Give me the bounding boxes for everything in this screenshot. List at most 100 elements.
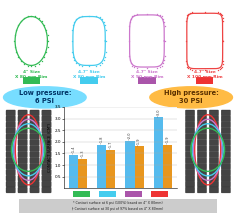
FancyBboxPatch shape (221, 163, 231, 169)
Text: ~3.0: ~3.0 (156, 108, 160, 117)
FancyBboxPatch shape (221, 122, 231, 128)
FancyBboxPatch shape (209, 187, 219, 193)
FancyBboxPatch shape (209, 175, 219, 181)
FancyBboxPatch shape (197, 128, 207, 134)
FancyBboxPatch shape (30, 181, 39, 187)
FancyBboxPatch shape (30, 116, 39, 122)
FancyBboxPatch shape (18, 187, 27, 193)
FancyBboxPatch shape (197, 116, 207, 122)
FancyBboxPatch shape (18, 146, 27, 152)
Bar (106, 150, 115, 188)
FancyBboxPatch shape (18, 158, 27, 163)
FancyBboxPatch shape (23, 77, 40, 84)
FancyBboxPatch shape (18, 116, 27, 122)
FancyBboxPatch shape (197, 146, 207, 152)
FancyBboxPatch shape (30, 146, 39, 152)
FancyBboxPatch shape (42, 187, 51, 193)
FancyBboxPatch shape (209, 169, 219, 175)
FancyBboxPatch shape (185, 134, 195, 140)
FancyBboxPatch shape (221, 181, 231, 187)
FancyBboxPatch shape (30, 110, 39, 116)
FancyBboxPatch shape (18, 169, 27, 175)
FancyBboxPatch shape (209, 122, 219, 128)
Bar (163, 145, 172, 188)
FancyBboxPatch shape (197, 181, 207, 187)
FancyBboxPatch shape (221, 187, 231, 193)
FancyBboxPatch shape (151, 191, 168, 197)
Text: 4.7" Size
X 80 mm Rim: 4.7" Size X 80 mm Rim (73, 70, 105, 79)
FancyBboxPatch shape (80, 77, 98, 84)
FancyBboxPatch shape (18, 122, 27, 128)
FancyBboxPatch shape (42, 110, 51, 116)
FancyBboxPatch shape (6, 158, 15, 163)
Text: 4" Size
X 80 mm Rim: 4" Size X 80 mm Rim (15, 70, 47, 79)
FancyBboxPatch shape (197, 134, 207, 140)
FancyBboxPatch shape (209, 181, 219, 187)
FancyBboxPatch shape (209, 140, 219, 146)
FancyBboxPatch shape (42, 181, 51, 187)
FancyBboxPatch shape (42, 122, 51, 128)
FancyBboxPatch shape (185, 122, 195, 128)
FancyBboxPatch shape (30, 134, 39, 140)
FancyBboxPatch shape (18, 128, 27, 134)
FancyBboxPatch shape (197, 122, 207, 128)
Bar (154, 117, 163, 188)
FancyBboxPatch shape (42, 128, 51, 134)
FancyBboxPatch shape (138, 77, 156, 84)
Text: 4.7" Size
X 100 mm Rim: 4.7" Size X 100 mm Rim (187, 70, 223, 79)
FancyBboxPatch shape (18, 140, 27, 146)
FancyBboxPatch shape (185, 128, 195, 134)
FancyBboxPatch shape (197, 175, 207, 181)
FancyBboxPatch shape (6, 146, 15, 152)
FancyBboxPatch shape (42, 152, 51, 157)
FancyBboxPatch shape (197, 158, 207, 163)
Ellipse shape (150, 87, 232, 108)
FancyBboxPatch shape (209, 163, 219, 169)
FancyBboxPatch shape (185, 140, 195, 146)
FancyBboxPatch shape (197, 110, 207, 116)
FancyBboxPatch shape (209, 152, 219, 157)
Text: High pressure:
30 PSI: High pressure: 30 PSI (164, 90, 219, 104)
FancyBboxPatch shape (185, 158, 195, 163)
FancyBboxPatch shape (196, 77, 213, 84)
FancyBboxPatch shape (6, 122, 15, 128)
FancyBboxPatch shape (185, 163, 195, 169)
Bar (78, 159, 87, 188)
Ellipse shape (4, 87, 86, 108)
FancyBboxPatch shape (73, 191, 90, 197)
FancyBboxPatch shape (6, 187, 15, 193)
Text: ~1.8: ~1.8 (100, 136, 104, 144)
FancyBboxPatch shape (209, 134, 219, 140)
FancyBboxPatch shape (6, 140, 15, 146)
FancyBboxPatch shape (42, 169, 51, 175)
FancyBboxPatch shape (185, 146, 195, 152)
FancyBboxPatch shape (6, 128, 15, 134)
FancyBboxPatch shape (197, 169, 207, 175)
FancyBboxPatch shape (30, 187, 39, 193)
FancyBboxPatch shape (30, 128, 39, 134)
FancyBboxPatch shape (221, 146, 231, 152)
FancyBboxPatch shape (221, 169, 231, 175)
Text: ~2.0: ~2.0 (128, 131, 132, 140)
FancyBboxPatch shape (42, 163, 51, 169)
FancyBboxPatch shape (18, 181, 27, 187)
FancyBboxPatch shape (18, 134, 27, 140)
FancyBboxPatch shape (42, 158, 51, 163)
FancyBboxPatch shape (221, 140, 231, 146)
FancyBboxPatch shape (221, 152, 231, 157)
Bar (126, 141, 135, 188)
FancyBboxPatch shape (125, 191, 142, 197)
FancyBboxPatch shape (30, 175, 39, 181)
FancyBboxPatch shape (30, 169, 39, 175)
FancyBboxPatch shape (6, 163, 15, 169)
FancyBboxPatch shape (197, 140, 207, 146)
FancyBboxPatch shape (209, 146, 219, 152)
Bar (97, 145, 106, 188)
Text: 4.7" Size
X 90 mm Rim: 4.7" Size X 90 mm Rim (131, 70, 163, 79)
FancyBboxPatch shape (185, 110, 195, 116)
Text: Low pressure:
6 PSI: Low pressure: 6 PSI (19, 90, 71, 104)
FancyBboxPatch shape (30, 122, 39, 128)
FancyBboxPatch shape (209, 110, 219, 116)
Text: ~1.4: ~1.4 (72, 145, 75, 154)
FancyBboxPatch shape (185, 187, 195, 193)
